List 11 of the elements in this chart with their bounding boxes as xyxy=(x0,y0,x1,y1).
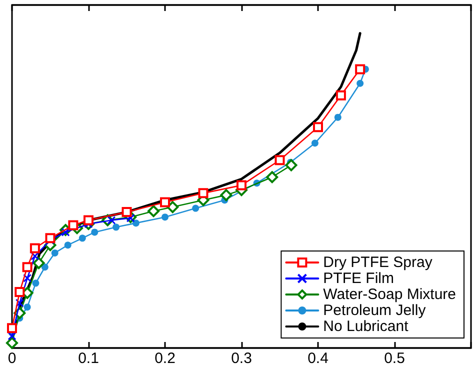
x-tick-label: 0 xyxy=(8,350,16,367)
legend-label: PTFE Film xyxy=(323,270,394,287)
legend-label: Water-Soap Mixture xyxy=(323,286,456,303)
legend-label: Dry PTFE Spray xyxy=(323,254,433,271)
x-tick-label: 0.5 xyxy=(384,350,405,367)
x-tick-label: 0.1 xyxy=(78,350,99,367)
legend-label: No Lubricant xyxy=(323,318,410,335)
x-tick-label: 0.2 xyxy=(154,350,176,367)
legend-label: Petroleum Jelly xyxy=(323,302,426,319)
x-tick-label: 0.3 xyxy=(231,350,252,367)
x-tick-label: 0.4 xyxy=(308,350,328,367)
